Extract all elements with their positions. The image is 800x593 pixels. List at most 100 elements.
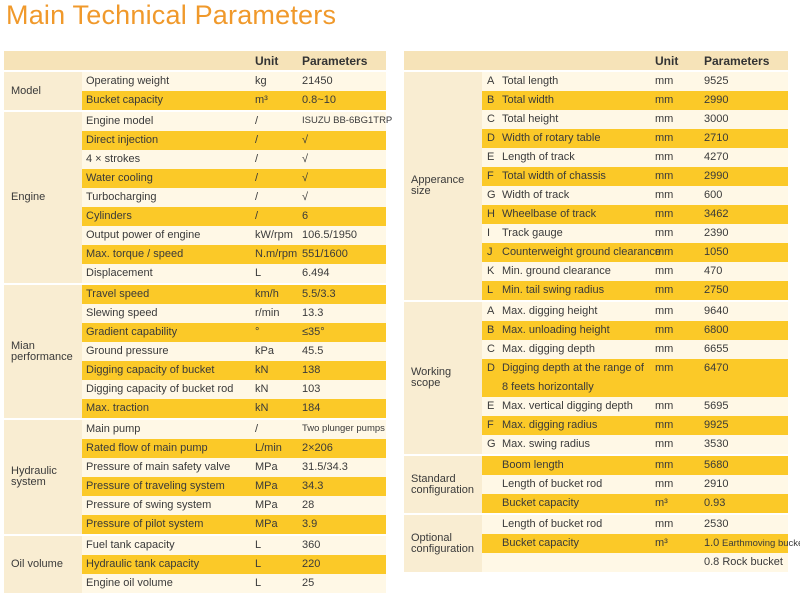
cell-text: 4270 [704,151,729,163]
cell-text: 2530 [704,518,729,530]
cell-text: L/min [255,442,282,454]
row-background [82,245,386,264]
cell-text: Track gauge [502,227,563,239]
cell-text: mm [655,227,674,239]
cell-text: G [487,438,496,450]
cell-text: 6 [302,210,309,222]
cell-text: 470 [704,265,723,277]
table-row: B Total width mm 2990 [404,91,788,110]
cell-text: m³ [655,537,668,549]
cell-text: 551/1600 [302,248,348,260]
param-group: Hydraulic system Main pump / Two plunger pu… [4,418,386,534]
table-row: C Max. digging depth mm 6655 [404,340,788,359]
cell-text: E [487,400,495,412]
table-row: G Max. swing radius mm 3530 [404,435,788,454]
cell-text: mm [655,94,674,106]
cell-text: Counterweight ground clearance [502,246,661,258]
row-background [482,397,788,416]
table-header: Unit Parameters [4,51,386,70]
row-background [82,264,386,283]
table-row: D Width of rotary table mm 2710 [404,129,788,148]
cell-text: 0.8 Rock bucket [704,556,783,568]
cell-text: MPa [255,461,278,473]
cell-text: L [255,267,262,279]
row-background [482,110,788,129]
cell-text: √ [302,172,309,184]
cell-text: Total height [502,113,559,125]
cell-text: Total length [502,75,559,87]
cell-text: Max. vertical digging depth [502,400,633,412]
cell-text: Min. ground clearance [502,265,611,277]
row-background [82,112,386,131]
group-label: Engine [4,112,82,283]
cell-text: Earthmoving bucket [722,538,800,549]
cell-text: L [487,284,494,296]
cell-text: Length of track [502,151,575,163]
cell-text: mm [655,478,674,490]
table-row: Bucket capacity m³ 0.93 [404,494,788,513]
table-row: Digging capacity of bucket kN 138 [4,361,386,380]
cell-text: Output power of engine [86,229,201,241]
row-background [482,148,788,167]
cell-text: mm [655,208,674,220]
cell-text: G [487,189,496,201]
table-row: F Max. digging radius mm 9925 [404,416,788,435]
table-row: Boom length mm 5680 [404,456,788,475]
cell-text: 45.5 [302,345,324,357]
group-label-text: Standard configuration [411,472,474,496]
cell-text: √ [302,153,309,165]
row-background [82,91,386,110]
cell-text: Total width [502,94,554,106]
cell-text: r/min [255,307,280,319]
header-parameters: Parameters [704,54,770,68]
table-row: B Max. unloading height mm 6800 [404,321,788,340]
table-row: Bucket capacity m³ 0.8~10 [4,91,386,110]
row-background [482,129,788,148]
group-label: Model [4,72,82,110]
cell-text: Boom length [502,459,564,471]
cell-text: 1.0 [704,537,720,549]
row-background [482,262,788,281]
group-label: Apperance size [404,72,482,300]
cell-text: Slewing speed [86,307,158,319]
table-row: Pressure of swing system MPa 28 [4,496,386,515]
group-label: Standard configuration [404,456,482,513]
cell-text: 21450 [302,75,333,87]
page-title: Main Technical Parameters [6,0,337,30]
cell-text: mm [655,419,674,431]
cell-text: √ [302,191,309,203]
cell-text: mm [655,438,674,450]
row-background [82,361,386,380]
cell-text: 1050 [704,246,729,258]
cell-text: Ground pressure [86,345,169,357]
cell-text: Pressure of swing system [86,499,212,511]
cell-text: MPa [255,480,278,492]
cell-text: Min. tail swing radius [502,284,605,296]
row-background [82,380,386,399]
cell-text: m³ [655,497,668,509]
cell-text: mm [655,518,674,530]
cell-text: √ [302,134,309,146]
cell-text: ≤35° [302,326,325,338]
cell-text: / [255,423,259,435]
row-background [482,281,788,300]
row-background [82,555,386,574]
cell-text: B [487,94,495,106]
table-row: Pressure of main safety valve MPa 31.5/34.… [4,458,386,477]
table-row: A Total length mm 9525 [404,72,788,91]
cell-text: Max. swing radius [502,438,591,450]
table-row: Max. traction kN 184 [4,399,386,418]
cell-text: Main pump [86,423,141,435]
row-background [82,342,386,361]
cell-text: mm [655,151,674,163]
row-background [82,536,386,555]
param-group: Oil volume Fuel tank capacity L 360 Hydrauli… [4,534,386,593]
cell-text: 3000 [704,113,729,125]
table-row: Slewing speed r/min 13.3 [4,304,386,323]
cell-text: 6.494 [302,267,330,279]
group-label-text: Model [11,84,41,97]
row-background [482,435,788,454]
cell-text: kN [255,383,269,395]
cell-text: H [487,208,495,220]
cell-text: Water cooling [86,172,153,184]
